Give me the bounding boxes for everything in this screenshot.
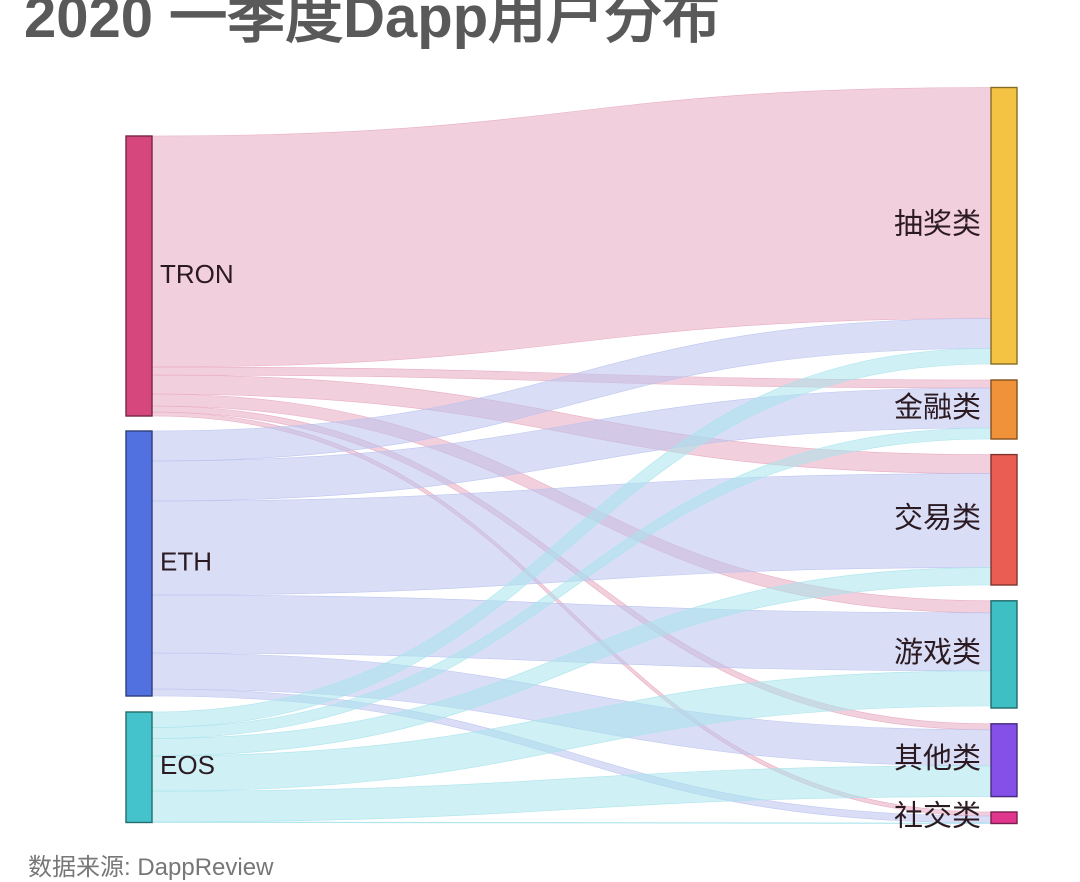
svg-text:ETH: ETH (160, 546, 212, 576)
svg-text:金融类: 金融类 (894, 391, 981, 424)
svg-text:社交类: 社交类 (894, 799, 981, 832)
svg-text:游戏类: 游戏类 (894, 636, 981, 669)
svg-text:TRON: TRON (160, 259, 234, 289)
svg-text:交易类: 交易类 (894, 501, 981, 534)
svg-text:其他类: 其他类 (894, 742, 981, 775)
svg-text:EOS: EOS (160, 750, 215, 780)
svg-text:抽奖类: 抽奖类 (894, 207, 981, 240)
